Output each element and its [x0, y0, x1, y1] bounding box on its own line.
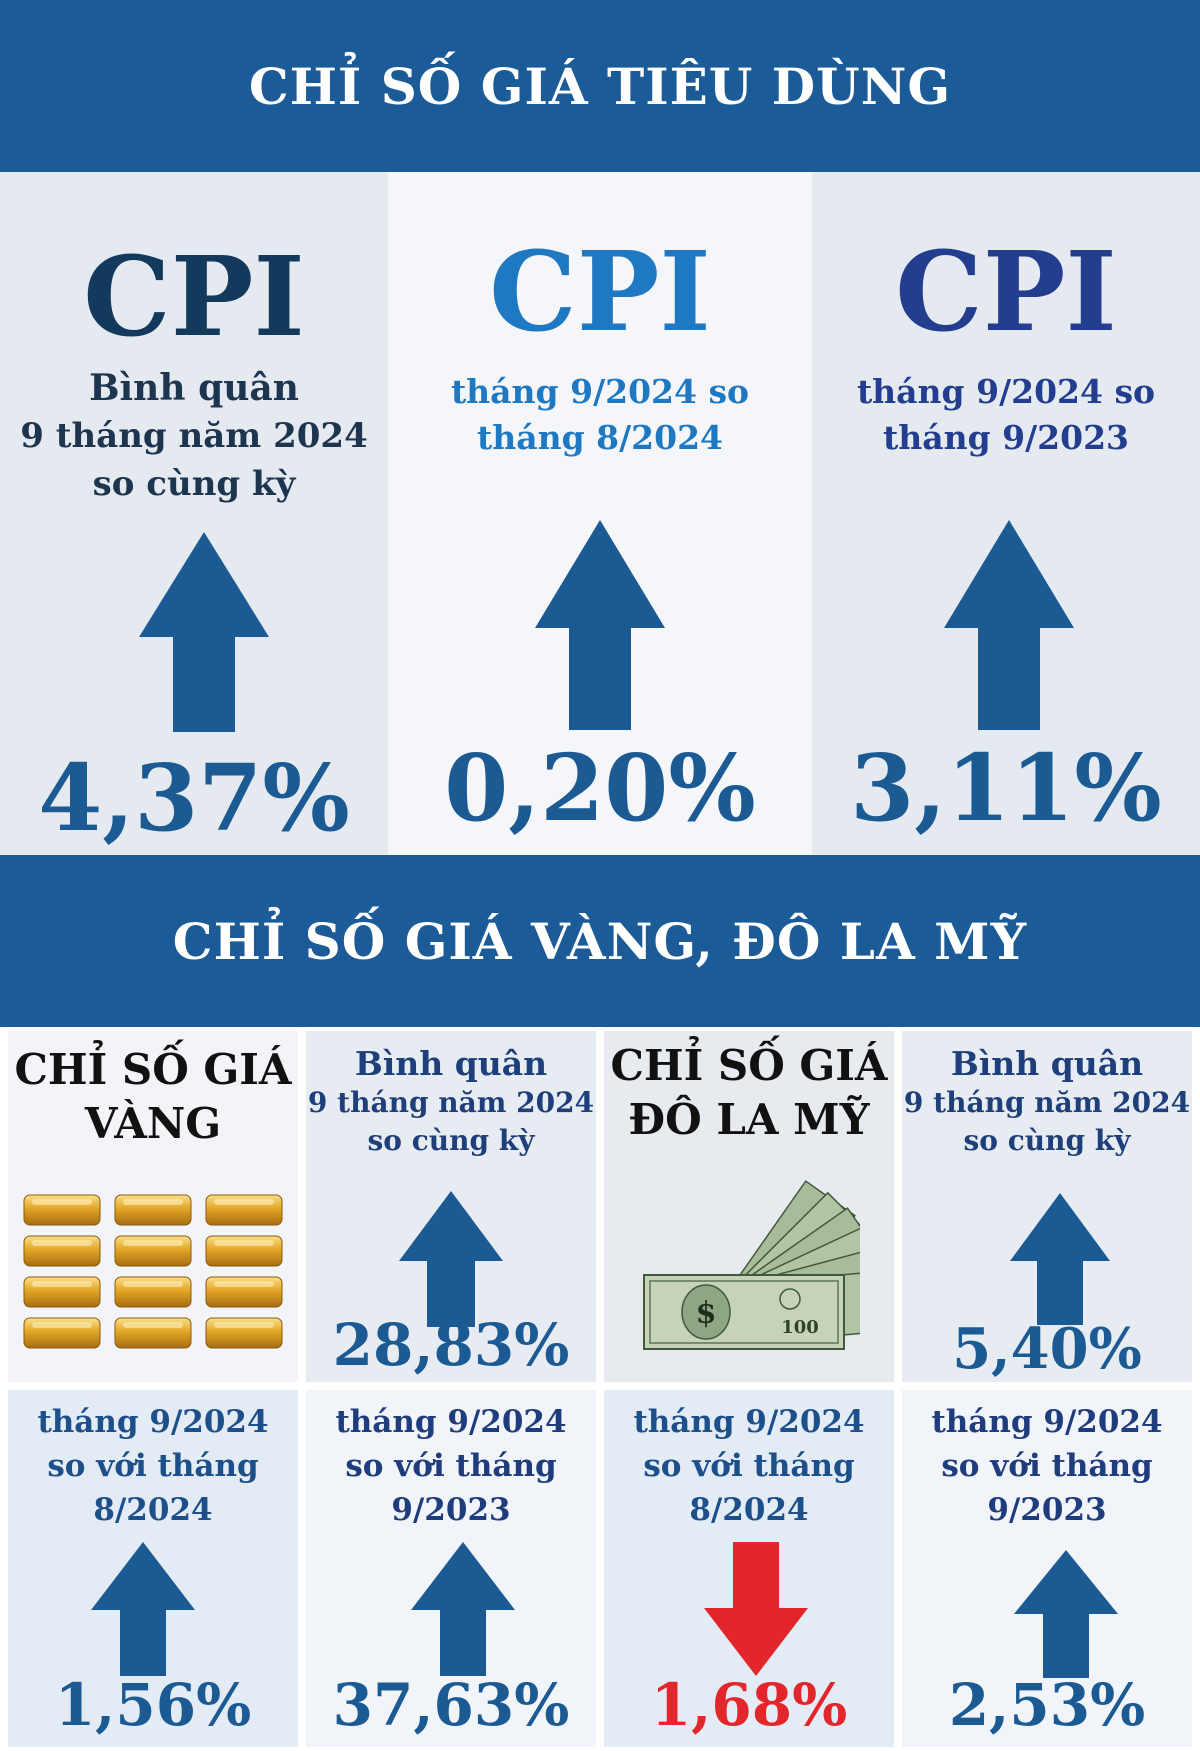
usd-title-line2: ĐÔ LA MỸ — [628, 1095, 870, 1144]
usd-yoy-value: 2,53% — [948, 1671, 1146, 1739]
gold-title-card: CHỈ SỐ GIÁ VÀNG — [8, 1031, 298, 1382]
dollar-bills-icon: $ 100 — [643, 1180, 860, 1350]
cpi-subtitle-line1: tháng 9/2024 so — [856, 372, 1156, 411]
usd-title-card: CHỈ SỐ GIÁ ĐÔ LA MỸ $ 100 — [604, 1031, 894, 1382]
svg-text:100: 100 — [781, 1317, 819, 1338]
card-line2: 9 tháng năm 2024 — [903, 1086, 1191, 1119]
card-line3: 9/2023 — [987, 1492, 1107, 1528]
card-line1: tháng 9/2024 — [335, 1404, 567, 1440]
arrow-up-icon — [1010, 1193, 1110, 1325]
usd-average-card: Bình quân 9 tháng năm 2024 so cùng kỳ 5,… — [902, 1031, 1192, 1382]
card-line2: so với tháng — [345, 1448, 557, 1484]
cpi-subtitle-line2: 9 tháng năm 2024 — [20, 416, 368, 456]
svg-text:$: $ — [696, 1296, 717, 1331]
usd-mom-card: tháng 9/2024 so với tháng 8/2024 1,68% — [604, 1390, 894, 1747]
cpi-card-yoy: CPI tháng 9/2024 so tháng 9/2023 3,11% — [812, 172, 1200, 855]
cpi-value: 0,20% — [444, 734, 756, 842]
gold-title-line2: VÀNG — [84, 1099, 222, 1148]
gold-yoy-value: 37,63% — [332, 1671, 570, 1739]
cpi-heading: CPI — [895, 227, 1117, 356]
arrow-up-icon — [91, 1542, 195, 1676]
usd-average-value: 5,40% — [952, 1316, 1142, 1382]
card-line2: so với tháng — [47, 1448, 259, 1484]
cpi-heading: CPI — [83, 232, 305, 361]
gold-yoy-card: tháng 9/2024 so với tháng 9/2023 37,63% — [306, 1390, 596, 1747]
card-line2: 9 tháng năm 2024 — [307, 1086, 595, 1119]
card-line2: so với tháng — [643, 1448, 855, 1484]
card-line1: tháng 9/2024 — [931, 1404, 1163, 1440]
gold-mom-value: 1,56% — [54, 1671, 252, 1739]
arrow-down-icon — [704, 1542, 808, 1676]
card-line3: 8/2024 — [689, 1492, 809, 1528]
cpi-subtitle-line2: tháng 8/2024 — [476, 418, 724, 457]
cpi-subtitle-line1: Bình quân — [89, 367, 299, 409]
gold-mom-card: tháng 9/2024 so với tháng 8/2024 1,56% — [8, 1390, 298, 1747]
arrow-up-icon — [535, 520, 665, 730]
cpi-value: 3,11% — [850, 734, 1162, 842]
gold-title-line1: CHỈ SỐ GIÁ — [14, 1045, 292, 1094]
cpi-card-mom: CPI tháng 9/2024 so tháng 8/2024 0,20% — [388, 172, 812, 855]
card-line3: 9/2023 — [391, 1492, 511, 1528]
arrow-up-icon — [411, 1542, 515, 1676]
arrow-up-icon — [944, 520, 1074, 730]
cpi-heading: CPI — [489, 227, 711, 356]
usd-yoy-card: tháng 9/2024 so với tháng 9/2023 2,53% — [902, 1390, 1192, 1747]
card-line1: Bình quân — [950, 1044, 1144, 1083]
arrow-up-icon — [139, 532, 269, 732]
cpi-subtitle-line3: so cùng kỳ — [92, 464, 296, 504]
cpi-subtitle-line2: tháng 9/2023 — [882, 418, 1130, 457]
gold-average-value: 28,83% — [332, 1311, 570, 1379]
card-line3: so cùng kỳ — [367, 1124, 535, 1157]
cpi-section-header: CHỈ SỐ GIÁ TIÊU DÙNG — [0, 0, 1200, 172]
card-line1: tháng 9/2024 — [633, 1404, 865, 1440]
cpi-subtitle-line1: tháng 9/2024 so — [450, 372, 750, 411]
gold-usd-section-header: CHỈ SỐ GIÁ VÀNG, ĐÔ LA MỸ — [0, 855, 1200, 1027]
cpi-value: 4,37% — [38, 744, 350, 852]
card-line3: so cùng kỳ — [963, 1124, 1131, 1157]
usd-title-line1: CHỈ SỐ GIÁ — [610, 1041, 888, 1090]
usd-mom-value: 1,68% — [650, 1671, 848, 1739]
gold-average-card: Bình quân 9 tháng năm 2024 so cùng kỳ 28… — [306, 1031, 596, 1382]
gold-usd-section-title: CHỈ SỐ GIÁ VÀNG, ĐÔ LA MỸ — [172, 911, 1028, 971]
arrow-up-icon — [1014, 1550, 1118, 1678]
card-line2: so với tháng — [941, 1448, 1153, 1484]
arrow-up-icon — [399, 1191, 503, 1327]
card-line1: Bình quân — [354, 1044, 548, 1083]
cpi-section-title: CHỈ SỐ GIÁ TIÊU DÙNG — [248, 56, 952, 116]
gold-bars-icon — [23, 1194, 283, 1349]
card-line3: 8/2024 — [93, 1492, 213, 1528]
cpi-card-average: CPI Bình quân 9 tháng năm 2024 so cùng k… — [0, 172, 388, 855]
card-line1: tháng 9/2024 — [37, 1404, 269, 1440]
